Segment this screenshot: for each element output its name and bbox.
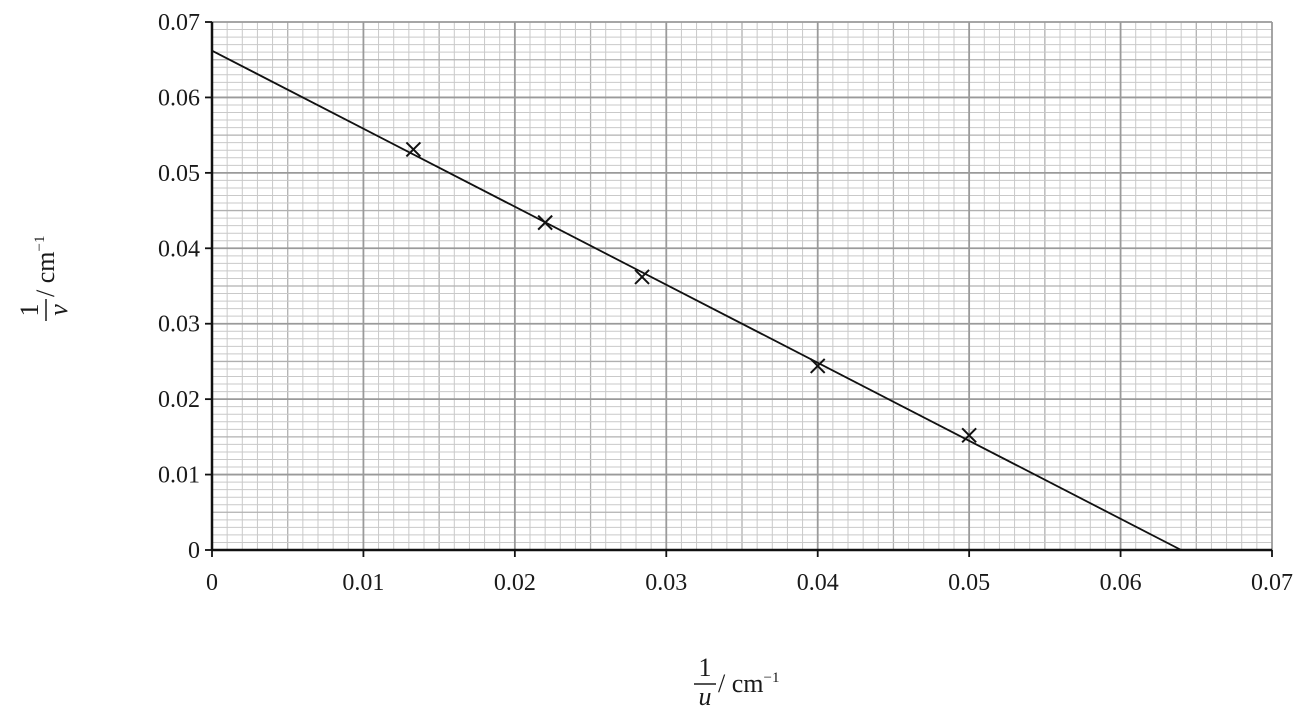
x-tick-label: 0.05	[948, 570, 990, 596]
x-label-numerator: 1	[699, 653, 712, 682]
data-point-stroke	[961, 427, 977, 444]
y-tick-label: 0.04	[158, 236, 200, 262]
y-tick-label: 0.06	[158, 85, 200, 111]
best-fit-line	[211, 49, 1182, 551]
x-label-exponent: −1	[764, 670, 780, 686]
y-label-numerator: 1	[15, 304, 44, 317]
y-tick-label: 0.01	[158, 463, 200, 489]
grid-minor	[212, 22, 1272, 550]
grid-major	[211, 21, 1273, 551]
x-label-unit: / cm	[718, 669, 764, 698]
y-label-denominator: v	[44, 304, 73, 316]
data-point-stroke	[810, 358, 826, 374]
y-tick-label: 0.05	[158, 161, 200, 187]
data-point	[537, 214, 553, 231]
y-axis-label: 1 v / cm−1	[15, 236, 73, 321]
y-tick-label: 0	[188, 538, 200, 564]
x-tick-label: 0.06	[1100, 570, 1142, 596]
x-tick-label: 0.02	[494, 570, 536, 596]
data-point-stroke	[537, 214, 553, 231]
fit-line-layer	[211, 49, 1182, 551]
data-point-stroke	[405, 141, 422, 158]
x-tick-label: 0.01	[342, 570, 384, 596]
x-tick-label: 0.04	[797, 570, 839, 596]
points-layer	[405, 141, 977, 444]
x-tick-label: 0	[206, 570, 218, 596]
x-label-unit-text: / cm−1	[718, 669, 779, 698]
y-label-unit: / cm	[31, 252, 60, 298]
y-tick-label: 0.07	[158, 10, 200, 36]
x-tick-labels: 0 0.01 0.02 0.03 0.04 0.05 0.06 0.07	[206, 570, 1293, 596]
data-point-stroke	[634, 269, 650, 285]
data-point	[810, 358, 826, 374]
y-tick-label: 0.03	[158, 312, 200, 338]
data-point	[405, 141, 422, 158]
y-label-unit-text: / cm−1	[31, 236, 60, 297]
data-point	[634, 269, 650, 285]
y-tick-label: 0.02	[158, 387, 200, 413]
axes-layer	[205, 21, 1273, 557]
y-tick-labels: 0 0.01 0.02 0.03 0.04 0.05 0.06 0.07	[158, 10, 200, 564]
x-axis-label: 1 u / cm−1	[694, 653, 779, 711]
data-point	[961, 427, 977, 444]
y-label-exponent: −1	[32, 236, 48, 252]
x-tick-label: 0.03	[645, 570, 687, 596]
x-tick-label: 0.07	[1251, 570, 1293, 596]
x-label-denominator: u	[699, 682, 712, 711]
